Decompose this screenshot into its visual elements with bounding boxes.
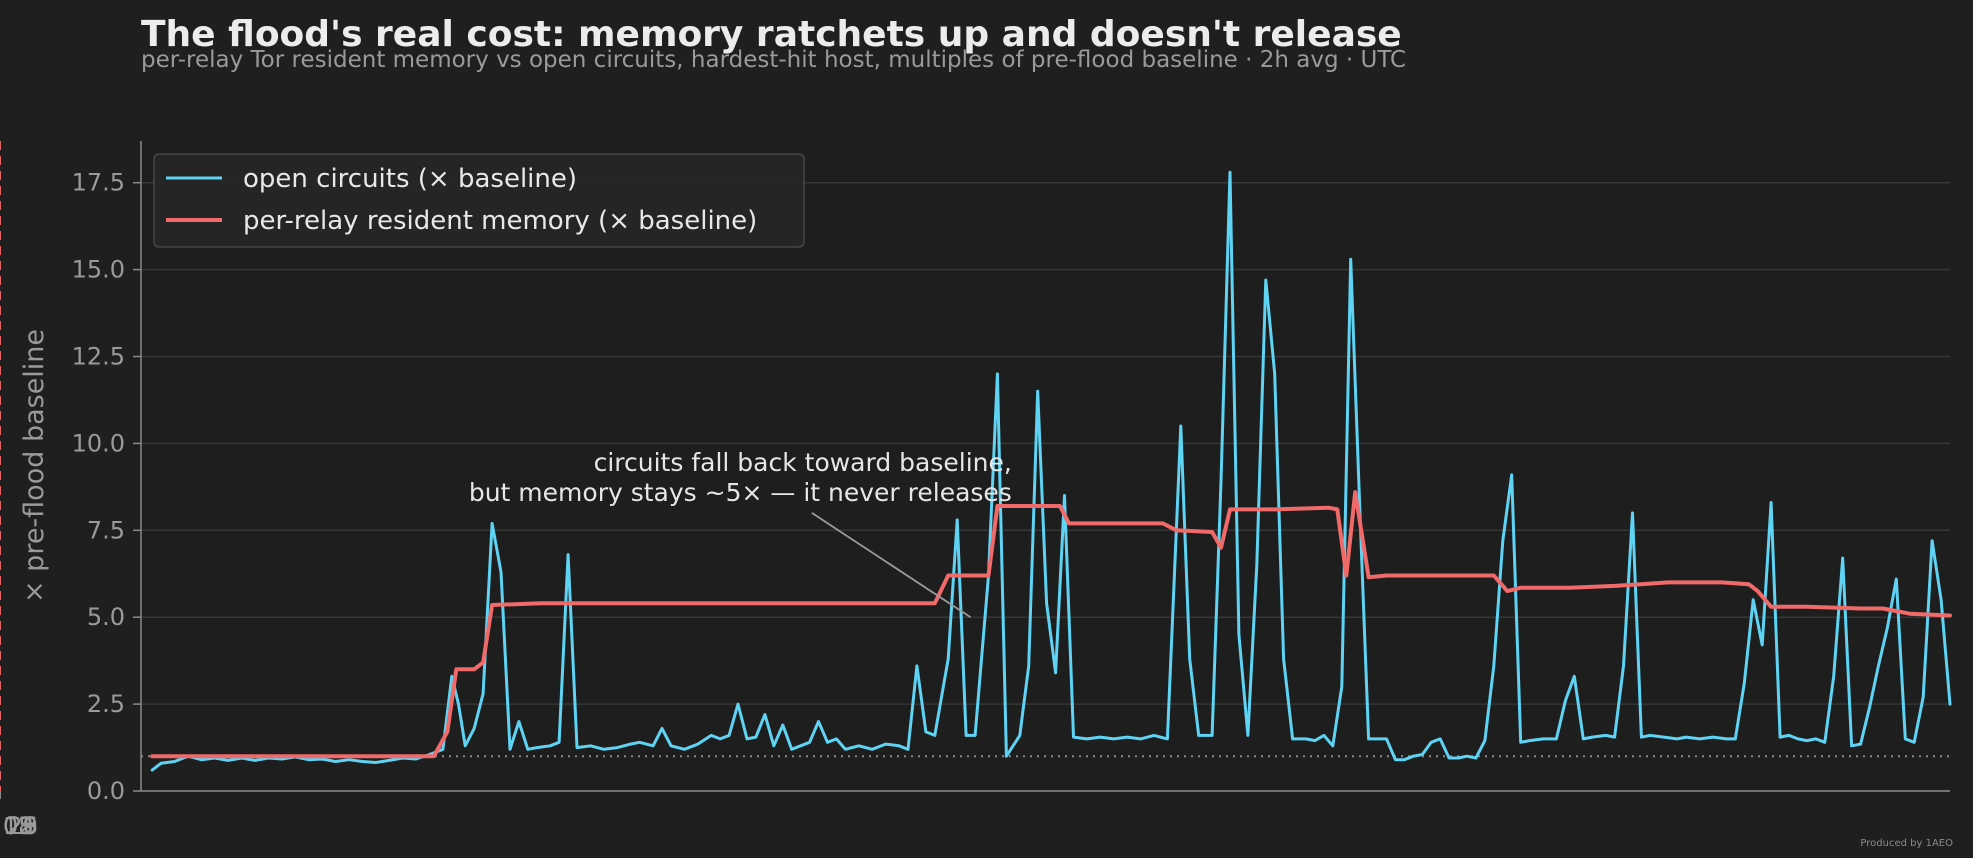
plot-area — [141, 141, 1950, 791]
legend-box — [153, 153, 805, 248]
chart-title: The flood's real cost: memory ratchets u… — [141, 14, 1402, 55]
y-tick-label: 17.5 — [72, 169, 125, 197]
x-tick-label: Jun 26 — [0, 812, 38, 840]
series-open-circuits — [150, 170, 1952, 772]
y-tick-label: 0.0 — [87, 777, 125, 805]
y-tick-label: 15.0 — [72, 256, 125, 284]
y-tick-label: 5.0 — [87, 603, 125, 631]
chart-subtitle: per-relay Tor resident memory vs open ci… — [141, 47, 1407, 73]
y-tick-label: 10.0 — [72, 429, 125, 457]
annotation-line-2: but memory stays ~5× — it never releases — [469, 478, 1012, 507]
legend-label: per-relay resident memory (× baseline) — [243, 206, 757, 236]
x-tick-label: Jun 23 — [0, 812, 38, 840]
x-tick-label: Jul 08 — [0, 812, 34, 840]
series-memory — [150, 490, 1952, 759]
annotation-arrow — [811, 512, 972, 618]
x-tick-label: Jun 29 — [0, 812, 38, 840]
credit-label: Produced by 1AEO — [1860, 838, 1953, 849]
x-tick-label: Jul 02 — [0, 812, 34, 840]
y-axis-label: × pre-flood baseline — [19, 329, 50, 603]
y-tick-label: 12.5 — [72, 343, 125, 371]
legend-label: open circuits (× baseline) — [243, 164, 577, 194]
x-tick-label: Jul 05 — [0, 812, 34, 840]
x-tick-label: Jul 11 — [0, 812, 34, 840]
y-tick-label: 2.5 — [87, 690, 125, 718]
y-tick-label: 7.5 — [87, 516, 125, 544]
annotation-line-1: circuits fall back toward baseline, — [594, 448, 1012, 477]
